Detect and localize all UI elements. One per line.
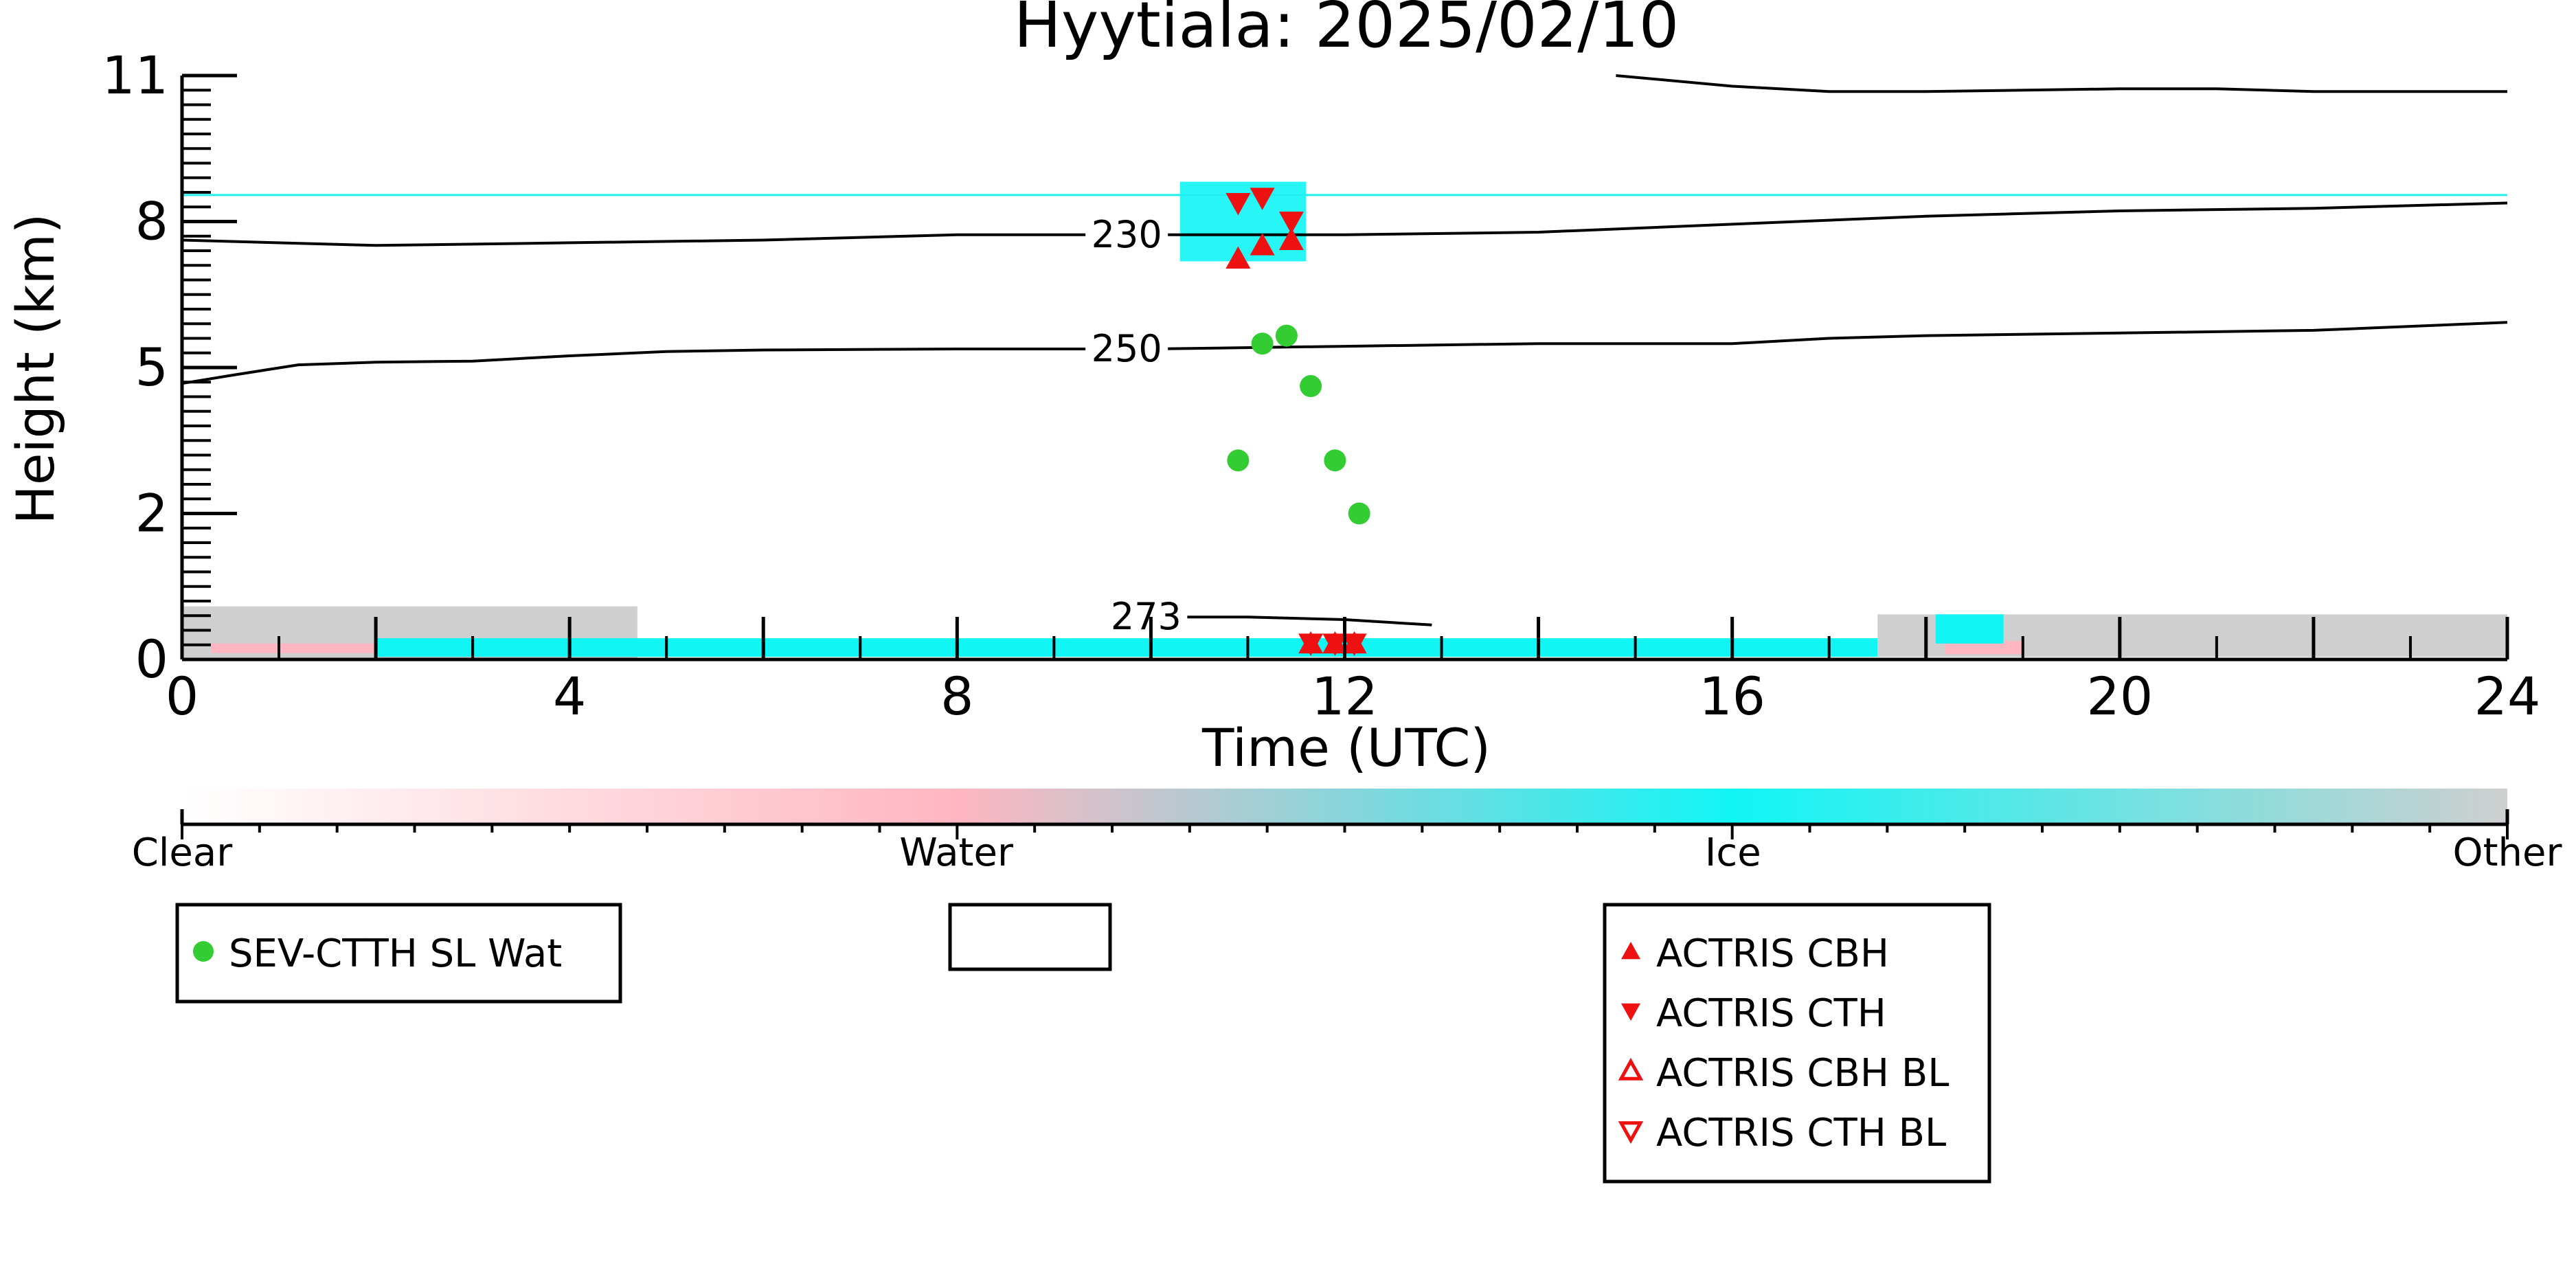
marker-layer [1225, 188, 1370, 656]
x-tick-label-16: 16 [1699, 666, 1765, 727]
legend-box-1 [175, 903, 622, 1004]
classification-region-water-1 [211, 643, 376, 653]
point-sev-ctth-sl-wat-2 [1300, 375, 1322, 398]
x-axis-label: Time (UTC) [1201, 717, 1491, 778]
classification-region-ice-2 [376, 638, 1878, 657]
point-sev-ctth-sl-wat-4 [1324, 449, 1346, 472]
point-actris-cth-2 [1278, 212, 1304, 234]
contour-label-bg-250 [1085, 328, 1168, 367]
y-tick-label-8: 8 [135, 191, 168, 252]
contour-layer: 230 250 273 [181, 74, 2508, 638]
x-tick-label-0: 0 [166, 666, 199, 727]
contour-label-bg-230 [1085, 214, 1168, 253]
colorbar-label-other: Other [2452, 831, 2562, 875]
legend-marker-sev-ctth-sl-wat [193, 941, 214, 962]
point-actris-cbh-0 [1225, 246, 1251, 269]
legend-marker-actris-cth-bl [1618, 1121, 1644, 1144]
colorbar-label-clear: Clear [132, 831, 233, 875]
contour-line-upper [1616, 74, 2507, 93]
colorbar-label-ice: Ice [1705, 831, 1761, 875]
point-sev-ctth-sl-wat-5 [1348, 502, 1370, 525]
chart-title: Hyytiala: 2025/02/10 [1014, 0, 1680, 62]
y-tick-label-11: 11 [102, 45, 168, 106]
point-sev-ctth-sl-wat-1 [1275, 324, 1298, 347]
y-axis-label: Height (km) [5, 214, 66, 525]
y-tick-label-0: 0 [135, 629, 168, 690]
point-actris-cth-4 [1322, 633, 1348, 656]
legend-marker-actris-cbh [1621, 942, 1640, 960]
x-tick-label-24: 24 [2474, 666, 2541, 727]
legend-label-actris-cth: ACTRIS CTH [1656, 991, 1886, 1036]
point-sev-ctth-sl-wat-0 [1251, 332, 1274, 355]
legend-marker-actris-cbh-bl [1618, 1057, 1644, 1081]
legend-label-sev-ctth-sl-wat: SEV-CTTH SL Wat [229, 931, 562, 976]
plot-area: 230 250 273 0 2 5 8 11 0 4 8 12 16 20 24 [102, 45, 2540, 727]
axes-layer: 0 2 5 8 11 0 4 8 12 16 20 24 [102, 45, 2540, 727]
legend-label-actris-cbh: ACTRIS CBH [1656, 931, 1889, 976]
colorbar: Clear Water Ice Other [132, 789, 2562, 875]
contour-line-250 [181, 321, 2508, 385]
legend-label-actris-cbh-bl: ACTRIS CBH BL [1656, 1051, 1949, 1096]
classification-region-ice-6 [1935, 614, 2004, 644]
point-actris-cth-0 [1225, 193, 1251, 216]
point-actris-cth-1 [1250, 188, 1275, 210]
legend-label-actris-cth-bl: ACTRIS CTH BL [1656, 1111, 1946, 1155]
contour-label-bg-273 [1105, 596, 1188, 635]
classification-fill-layer [182, 181, 2507, 659]
point-actris-cth-5 [1342, 633, 1367, 656]
colorbar-label-water: Water [899, 831, 1014, 875]
legend-box-2 [948, 903, 1112, 971]
legend-marker-actris-cth [1621, 1003, 1640, 1021]
point-sev-ctth-sl-wat-3 [1227, 449, 1250, 472]
x-tick-label-4: 4 [553, 666, 586, 727]
contour-label-250: 250 [1092, 327, 1162, 370]
contour-label-273: 273 [1111, 595, 1182, 638]
point-actris-cbh-1 [1250, 233, 1275, 256]
y-tick-label-2: 2 [135, 483, 168, 544]
colorbar-gradient [182, 789, 2507, 824]
contour-line-230 [181, 201, 2508, 247]
y-tick-label-5: 5 [135, 337, 168, 398]
point-actris-cbh-2 [1278, 227, 1304, 250]
legend: SEV-CTTH SL Wat ACTRIS CBH ACTRIS CTH ACTRI… [175, 903, 1991, 1184]
point-actris-cth-3 [1298, 633, 1324, 656]
x-tick-label-8: 8 [940, 666, 973, 727]
contour-label-230: 230 [1092, 213, 1162, 256]
legend-box-3 [1603, 903, 1991, 1184]
x-tick-label-20: 20 [2086, 666, 2153, 727]
x-tick-label-12: 12 [1311, 666, 1378, 727]
classification-region-water-5 [1945, 640, 2023, 655]
contour-line-273 [1179, 615, 1432, 626]
